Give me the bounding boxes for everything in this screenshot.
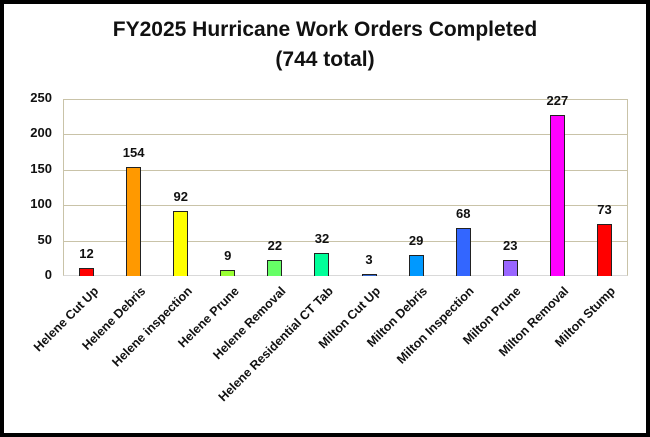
y-tick-label: 250 — [30, 90, 52, 105]
gridline — [64, 240, 627, 242]
chart-panel — [4, 4, 646, 433]
gridline — [64, 134, 627, 136]
data-label: 9 — [224, 247, 232, 263]
data-label: 12 — [79, 245, 94, 261]
bar — [220, 269, 236, 276]
bar — [408, 255, 424, 276]
chart-subtitle: (744 total) — [275, 48, 375, 71]
bar — [549, 115, 565, 276]
chart-title: FY2025 Hurricane Work Orders Completed — [112, 18, 538, 41]
data-label: 22 — [267, 238, 283, 254]
plot-area — [63, 99, 628, 276]
bar — [79, 267, 95, 276]
bar — [361, 273, 377, 276]
data-label: 29 — [408, 233, 424, 249]
data-label: 3 — [365, 251, 373, 267]
bar — [267, 260, 283, 276]
y-tick-label: 50 — [37, 231, 52, 247]
bar — [455, 227, 471, 276]
data-label: 68 — [455, 205, 471, 221]
bar — [596, 224, 612, 276]
data-label: 227 — [546, 93, 569, 109]
bar — [314, 253, 330, 276]
y-tick-label: 0 — [44, 267, 52, 282]
bar — [173, 210, 189, 276]
data-label: 23 — [503, 237, 518, 253]
data-label: 32 — [314, 231, 330, 247]
y-tick-label: 150 — [30, 160, 52, 176]
gridline — [64, 205, 627, 207]
gridline — [64, 169, 627, 171]
data-label: 154 — [122, 144, 145, 160]
bar — [126, 166, 142, 276]
data-label: 92 — [173, 188, 188, 204]
y-tick-label: 100 — [30, 196, 52, 212]
bar — [502, 259, 518, 276]
y-tick-label: 200 — [30, 125, 52, 141]
data-label: 73 — [597, 202, 612, 218]
